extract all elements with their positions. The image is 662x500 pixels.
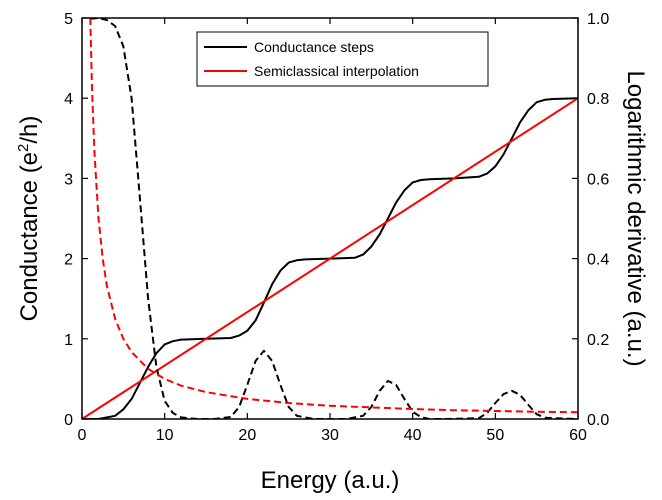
- x-tick-label: 30: [321, 427, 339, 444]
- x-axis-title: Energy (a.u.): [261, 467, 400, 494]
- y-tick-label: 4: [64, 91, 73, 108]
- y2-tick-label: 0.0: [587, 412, 609, 429]
- y-axis-title-main: Conductance (e: [16, 152, 43, 321]
- y2-tick-label: 0.6: [587, 171, 609, 188]
- legend: Conductance steps Semiclassical interpol…: [196, 31, 489, 87]
- y2-tick-label: 0.2: [587, 332, 609, 349]
- y-tick-label: 0: [64, 412, 73, 429]
- ticks-layer: 0 10 20 30 40 50 60 0 1 2 3 4 5 0.0 0.2 0.4 0.6 0.8 1.0: [64, 11, 609, 444]
- series-layer: [82, 18, 578, 419]
- x-tick-label: 10: [156, 427, 174, 444]
- y2-tick-label: 0.8: [587, 91, 609, 108]
- x-tick-label: 50: [486, 427, 504, 444]
- y-axis-title: Conductance (e2/h): [15, 116, 43, 322]
- x-tick-label: 20: [238, 427, 256, 444]
- x-tick-label: 60: [569, 427, 587, 444]
- y-tick-label: 3: [64, 171, 73, 188]
- y-axis-title-superscript: 2: [15, 144, 32, 152]
- series-line-2: [82, 97, 578, 419]
- legend-label-semiclassical-interpolation: Semiclassical interpolation: [254, 63, 419, 79]
- y2-tick-label: 0.4: [587, 252, 609, 269]
- y2-axis-title: Logarithmic derivative (a.u.): [622, 70, 649, 366]
- y-tick-label: 1: [64, 332, 73, 349]
- y-axis-title-tail: /h): [16, 116, 43, 144]
- series-line-4: [89, 18, 578, 414]
- y2-tick-label: 1.0: [587, 11, 609, 28]
- x-tick-label: 40: [404, 427, 422, 444]
- y-tick-label: 5: [64, 11, 73, 28]
- y-tick-label: 2: [64, 252, 73, 269]
- x-tick-label: 0: [78, 427, 87, 444]
- legend-box: [196, 31, 489, 87]
- series-line-3: [90, 18, 578, 419]
- legend-label-conductance-steps: Conductance steps: [254, 39, 374, 55]
